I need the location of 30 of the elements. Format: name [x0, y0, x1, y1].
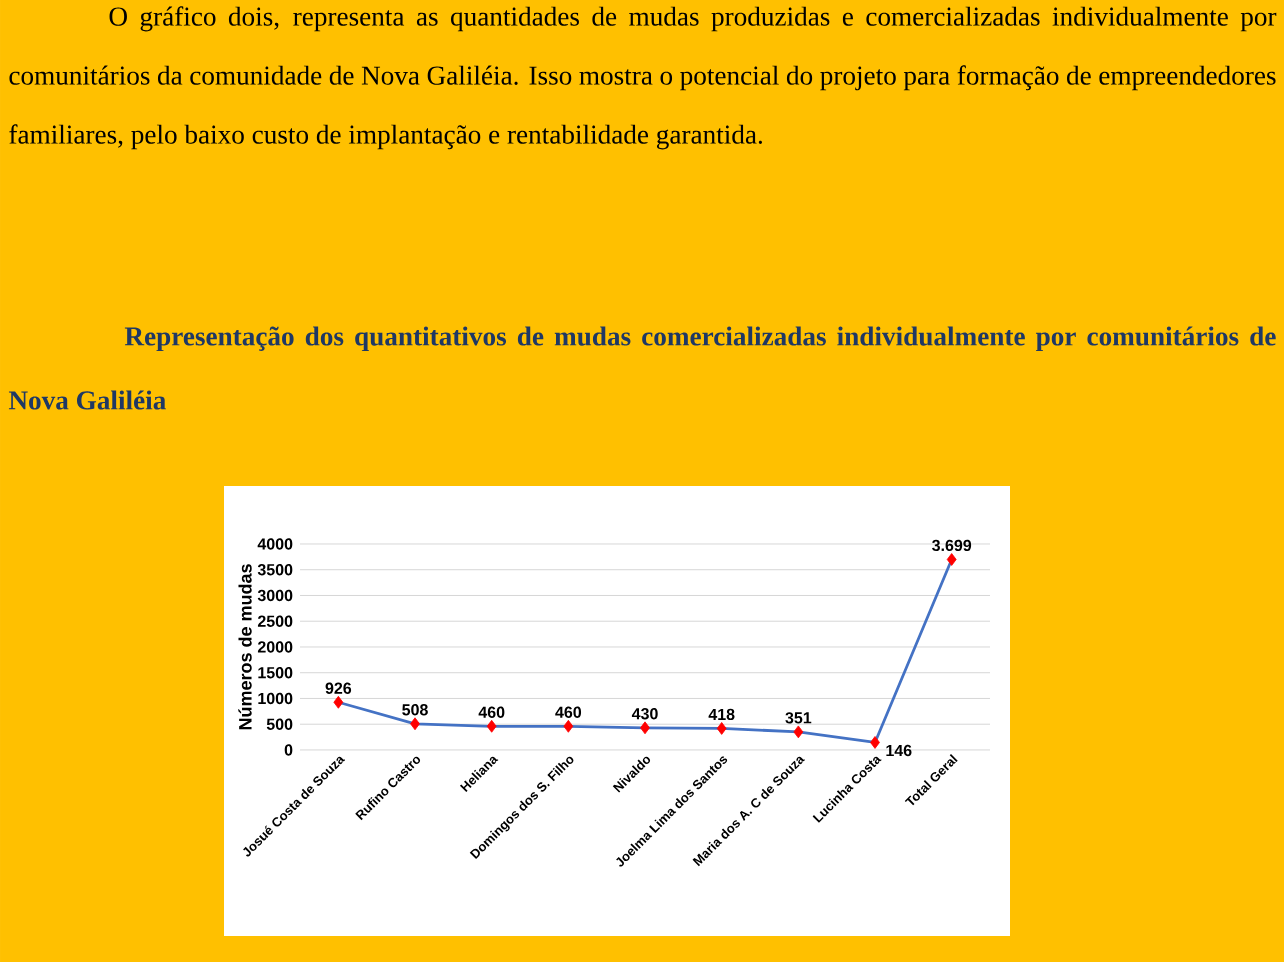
y-axis-title: Números de mudas — [238, 564, 252, 730]
data-label: 351 — [785, 712, 812, 724]
point — [793, 725, 804, 739]
point — [716, 722, 727, 735]
chart-title: Representação dos quantitativos de mudas comercializadas individualmente por comunitários de Nova Galiléia — [8, 326, 1276, 410]
point — [486, 719, 497, 733]
data-label: 460 — [555, 706, 582, 718]
data-label: 3.699 — [932, 539, 972, 552]
data-label: 418 — [708, 708, 735, 721]
point — [640, 721, 650, 735]
y-tick-label: 2000 — [257, 641, 293, 653]
y-tick-label: 4000 — [257, 538, 293, 550]
point — [410, 717, 420, 731]
point — [870, 736, 880, 749]
data-label: 460 — [478, 706, 505, 718]
y-tick-label: 3500 — [257, 564, 293, 576]
point — [946, 553, 957, 566]
y-tick-label: 1500 — [258, 667, 293, 679]
text: O gráfico dois, representa as quantidades de mudas produzidas e comercializadas individualmente por comunitários da comunidade de Nova Galiléia. Isso mostra o potencial do projeto para formação de empreendedores familiares, pelo baixo custo de implantação e rentabilidade garantida. — [9, 6, 1277, 150]
data-label: 926 — [325, 682, 352, 694]
y-tick-label: 3000 — [257, 589, 293, 602]
y-tick-label: 0 — [284, 744, 293, 756]
data-label: 508 — [402, 704, 428, 716]
point — [563, 719, 574, 733]
y-tick-label: 2500 — [257, 615, 293, 627]
data-label: 430 — [631, 708, 658, 720]
data-label: 146 — [886, 744, 912, 757]
point — [333, 695, 344, 709]
y-tick-label: 1000 — [258, 692, 293, 705]
y-tick-label: 500 — [266, 718, 293, 730]
